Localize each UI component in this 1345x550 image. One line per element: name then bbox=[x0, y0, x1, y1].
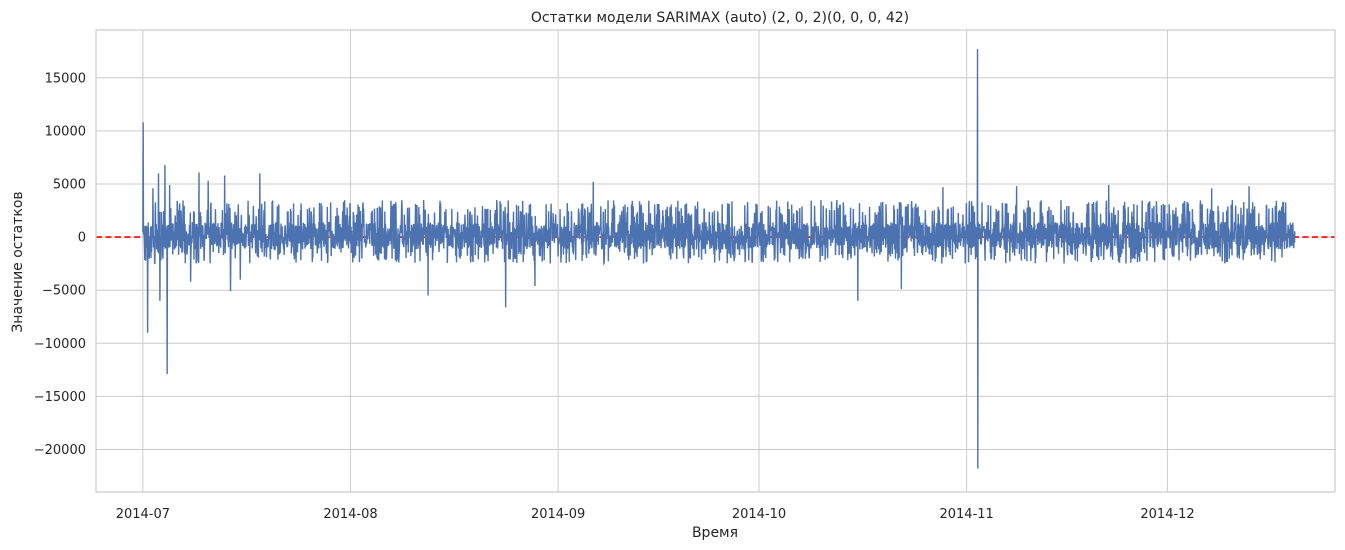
x-tick-label: 2014-07 bbox=[116, 507, 170, 522]
y-tick-label: 15000 bbox=[45, 71, 86, 86]
x-tick-label: 2014-11 bbox=[939, 507, 993, 522]
x-tick-label: 2014-12 bbox=[1140, 507, 1194, 522]
grid bbox=[96, 30, 1335, 492]
x-tick-label: 2014-10 bbox=[732, 507, 786, 522]
x-tick-labels: 2014-07 2014-08 2014-09 2014-10 2014-11 2014-… bbox=[116, 507, 1195, 522]
y-axis-label: Значение остатков bbox=[10, 191, 26, 332]
y-tick-label: 0 bbox=[78, 231, 86, 246]
y-tick-label: −5000 bbox=[42, 284, 86, 299]
series-layer bbox=[142, 49, 1296, 469]
chart-title: Остатки модели SARIMAX (auto) (2, 0, 2)(… bbox=[531, 10, 909, 26]
x-axis-label: Время bbox=[692, 525, 738, 541]
x-tick-label: 2014-08 bbox=[323, 507, 377, 522]
residual-series-line bbox=[142, 49, 1296, 469]
y-tick-labels: 15000 10000 5000 0 −5000 −10000 −15000 −20000 bbox=[34, 71, 86, 458]
x-tick-label: 2014-09 bbox=[531, 507, 585, 522]
y-tick-label: −20000 bbox=[34, 443, 86, 458]
y-tick-label: −10000 bbox=[34, 337, 86, 352]
y-tick-label: −15000 bbox=[34, 390, 86, 405]
plot-frame bbox=[95, 29, 1336, 493]
y-tick-label: 10000 bbox=[45, 124, 86, 139]
y-tick-label: 5000 bbox=[53, 178, 86, 193]
